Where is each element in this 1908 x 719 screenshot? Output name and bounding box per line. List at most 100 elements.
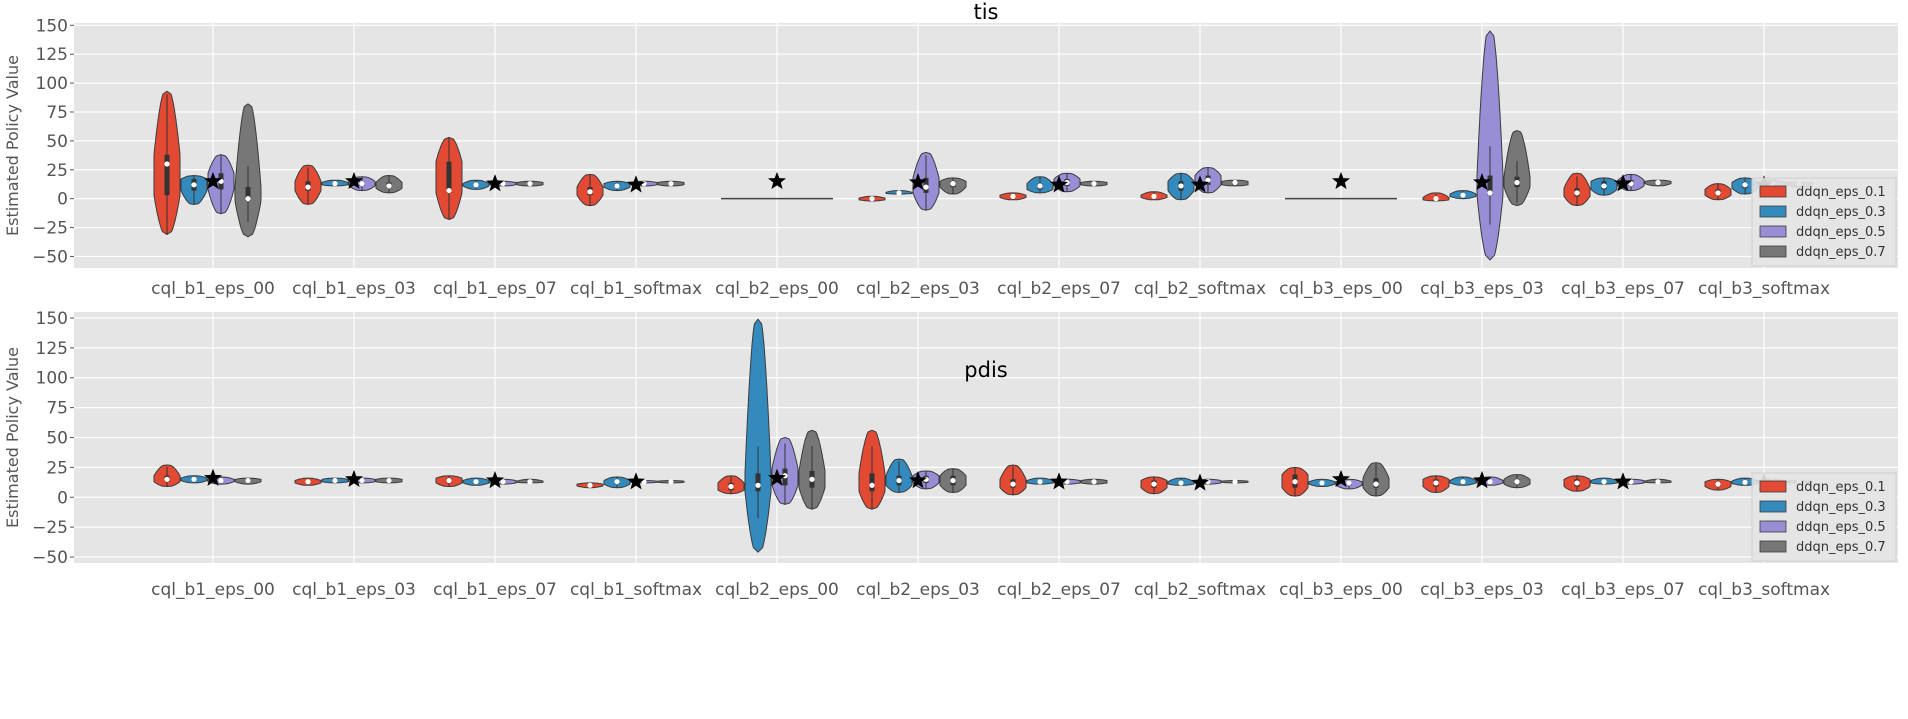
chart0-xtick-label-cql-b3-eps-03: cql_b3_eps_03 — [1420, 279, 1544, 299]
chart1-violin-ddqn-eps-0-5-cql-b3-eps-03-median — [1487, 479, 1493, 485]
chart1-violin-ddqn-eps-0-5-cql-b3-eps-00-median — [1346, 480, 1352, 486]
chart1-violin-ddqn-eps-0-3-cql-b2-softmax-median — [1178, 480, 1184, 486]
chart0-ytick-label: 0 — [57, 190, 68, 210]
chart1-violin-ddqn-eps-0-7-cql-b3-eps-00-median — [1373, 481, 1379, 487]
chart1-violin-ddqn-eps-0-1-cql-b3-softmax-median — [1715, 481, 1721, 487]
chart1-ytick-label: 75 — [46, 399, 68, 419]
chart1-xtick-label-cql-b2-softmax: cql_b2_softmax — [1134, 580, 1266, 600]
chart0-star-cql-b3-eps-03 — [1472, 172, 1492, 191]
chart0-legend-label-ddqn-eps-0-1: ddqn_eps_0.1 — [1796, 185, 1886, 200]
chart0-star-cql-b3-eps-07 — [1613, 174, 1633, 192]
chart0-xtick-label-cql-b3-softmax: cql_b3_softmax — [1698, 279, 1830, 299]
chart0-xtick-label-cql-b2-eps-07: cql_b2_eps_07 — [997, 279, 1121, 299]
chart1-xtick-label-cql-b1-eps-00: cql_b1_eps_00 — [151, 580, 275, 600]
chart1-title: pdis — [964, 358, 1007, 382]
chart0-xtick-label-cql-b2-eps-03: cql_b2_eps_03 — [856, 279, 980, 299]
chart1-legend-label-ddqn-eps-0-1: ddqn_eps_0.1 — [1796, 480, 1886, 495]
chart1-xtick-label-cql-b2-eps-00: cql_b2_eps_00 — [715, 580, 839, 600]
chart1-xtick-label-cql-b2-eps-07: cql_b2_eps_07 — [997, 580, 1121, 600]
chart0-legend: ddqn_eps_0.1 ddqn_eps_0.3 ddqn_eps_0.5ddqn… — [1751, 177, 1897, 267]
chart1-violin-ddqn-eps-0-1-cql-b2-eps-03-median — [869, 482, 875, 488]
chart1-ytick-label: 125 — [36, 339, 68, 359]
chart0-legend-swatch-ddqn-eps-0-7 — [1759, 245, 1787, 258]
chart0-panel: −50 −25 0 25 50 75 100 125 150 cql_b1_eps_00 cql_b… — [3, 0, 1898, 299]
chart0-violin-ddqn-eps-0-3-cql-b2-eps-07-median — [1037, 183, 1043, 189]
chart1-violin-ddqn-eps-0-1-cql-b3-eps-03-median — [1433, 480, 1439, 486]
chart0-violin-ddqn-eps-0-1-cql-b2-eps-03-median — [869, 196, 875, 202]
chart0-violin-ddqn-eps-0-1-cql-b3-softmax-median — [1715, 190, 1721, 196]
chart0-ytick-label: 50 — [46, 132, 68, 152]
chart1-violin-ddqn-eps-0-3-cql-b3-eps-00-median — [1319, 480, 1325, 486]
chart0-violin-ddqn-eps-0-1-cql-b2-softmax-median — [1151, 193, 1157, 199]
chart0-star-cql-b2-eps-03 — [908, 172, 928, 191]
chart1-violin-ddqn-eps-0-3-cql-b2-eps-07-median — [1037, 479, 1043, 485]
chart0-xtick-label-cql-b1-eps-07: cql_b1_eps_07 — [433, 279, 557, 299]
chart0-violin-ddqn-eps-0-5-cql-b2-softmax-median — [1205, 177, 1211, 183]
chart1-violin-ddqn-eps-0-1-cql-b2-eps-00-median — [728, 483, 734, 490]
chart0-violin-ddqn-eps-0-7-cql-b2-softmax-median — [1232, 179, 1238, 186]
chart1-star-cql-b2-eps-00 — [767, 468, 787, 486]
chart0-legend-label-ddqn-eps-0-5: ddqn_eps_0.5 — [1796, 225, 1886, 240]
chart0-violin-ddqn-eps-0-1-cql-b1-eps-00-median — [164, 161, 170, 167]
chart0-star-cql-b1-eps-03 — [344, 171, 364, 190]
chart0-xtick-label-cql-b3-eps-00: cql_b3_eps_00 — [1279, 279, 1403, 299]
chart1-violin-ddqn-eps-0-1-cql-b1-softmax-median — [587, 482, 593, 488]
chart0-violin-ddqn-eps-0-1-cql-b2-eps-07-median — [1010, 193, 1016, 199]
chart0-violin-ddqn-eps-0-7-cql-b2-eps-07-median — [1091, 181, 1097, 187]
chart1-legend-label-ddqn-eps-0-3: ddqn_eps_0.3 — [1796, 500, 1886, 515]
chart0-xtick-label-cql-b3-eps-07: cql_b3_eps_07 — [1561, 279, 1685, 299]
chart0-violin-ddqn-eps-0-5-cql-b1-eps-03-median — [359, 181, 365, 187]
chart1-violin-ddqn-eps-0-1-cql-b1-eps-07-median — [446, 477, 452, 484]
chart1-violin-ddqn-eps-0-3-cql-b3-eps-07-median — [1601, 479, 1607, 485]
chart1-violin-ddqn-eps-0-3-cql-b2-eps-00 — [744, 318, 772, 553]
chart1-star-cql-b2-eps-07 — [1049, 472, 1069, 490]
chart0-legend-label-ddqn-eps-0-3: ddqn_eps_0.3 — [1796, 205, 1886, 220]
chart0-legend-label-ddqn-eps-0-7: ddqn_eps_0.7 — [1796, 245, 1886, 260]
chart1-legend-swatch-ddqn-eps-0-1 — [1759, 480, 1787, 493]
chart1-star-cql-b2-softmax — [1190, 473, 1210, 491]
chart0-violin-ddqn-eps-0-3-cql-b1-eps-03-median — [332, 181, 338, 187]
chart1-xtick-label-cql-b3-eps-00: cql_b3_eps_00 — [1279, 580, 1403, 600]
chart1-star-cql-b1-softmax — [626, 472, 646, 490]
chart0-star-cql-b2-eps-00 — [767, 171, 787, 190]
chart0-violin-ddqn-eps-0-7-cql-b2-eps-03-median — [950, 181, 956, 187]
chart0-star-cql-b3-eps-00 — [1331, 171, 1351, 190]
chart1-star-cql-b1-eps-00 — [203, 468, 223, 486]
chart1-xtick-label-cql-b1-eps-07: cql_b1_eps_07 — [433, 580, 557, 600]
chart1-violin-ddqn-eps-0-7-cql-b1-eps-03-median — [386, 477, 392, 484]
chart1-star-cql-b3-eps-00 — [1331, 469, 1351, 488]
chart1-xtick-label-cql-b3-softmax: cql_b3_softmax — [1698, 580, 1830, 600]
chart0-star-cql-b1-eps-00 — [203, 171, 223, 190]
chart1-violin-ddqn-eps-0-1-cql-b3-eps-07-median — [1574, 480, 1580, 486]
chart0-xtick-label-cql-b1-softmax: cql_b1_softmax — [570, 279, 702, 299]
chart0-violin-ddqn-eps-0-3-cql-b1-softmax-median — [614, 183, 620, 189]
chart1-violin-ddqn-eps-0-3-cql-b1-eps-03-median — [332, 477, 338, 484]
chart1-violin-ddqn-eps-0-3-cql-b1-eps-00-median — [191, 476, 197, 482]
chart0-xtick-label-cql-b2-eps-00: cql_b2_eps_00 — [715, 279, 839, 299]
chart1-violin-ddqn-eps-0-5-cql-b1-eps-03-median — [359, 477, 365, 484]
chart0-xtick-label-cql-b1-eps-00: cql_b1_eps_00 — [151, 279, 275, 299]
chart0-star-cql-b1-eps-07 — [485, 174, 505, 192]
chart1-legend-swatch-ddqn-eps-0-5 — [1759, 520, 1787, 533]
chart0-legend-swatch-ddqn-eps-0-5 — [1759, 225, 1787, 238]
chart1-violin-ddqn-eps-0-5-cql-b1-eps-00-median — [218, 477, 224, 484]
chart1-ytick-label: 150 — [36, 309, 68, 329]
chart1-star-cql-b2-eps-03 — [908, 471, 928, 489]
chart0-ytick-label: 25 — [46, 161, 68, 181]
chart0-violin-ddqn-eps-0-3-cql-b2-eps-03-median — [896, 190, 902, 196]
chart1-violin-ddqn-eps-0-1-cql-b2-eps-07-median — [1010, 481, 1016, 487]
chart0-violin-ddqn-eps-0-5-cql-b3-eps-03 — [1476, 30, 1504, 261]
chart0-star-cql-b2-eps-07 — [1049, 175, 1069, 193]
chart1-violin-ddqn-eps-0-3-cql-b2-eps-03-median — [896, 477, 902, 484]
chart1-violin-ddqn-eps-0-7-cql-b2-softmax-median — [1232, 479, 1238, 485]
chart1-violin-ddqn-eps-0-7-cql-b2-eps-00-median — [809, 476, 815, 482]
chart1-xtick-label-cql-b2-eps-03: cql_b2_eps_03 — [856, 580, 980, 600]
chart1-violin-ddqn-eps-0-1-cql-b1-eps-00-median — [164, 476, 170, 482]
chart0-violin-ddqn-eps-0-1-cql-b1-softmax-median — [587, 189, 593, 195]
chart0-violin-ddqn-eps-0-3-cql-b1-eps-00-median — [191, 182, 197, 188]
chart1-ytick-label: 25 — [46, 458, 68, 478]
chart0-ytick-label: 75 — [46, 103, 68, 123]
chart1-violin-ddqn-eps-0-7-cql-b2-eps-03-median — [950, 477, 956, 484]
chart1-violin-ddqn-eps-0-7-cql-b1-eps-07-median — [527, 479, 533, 485]
